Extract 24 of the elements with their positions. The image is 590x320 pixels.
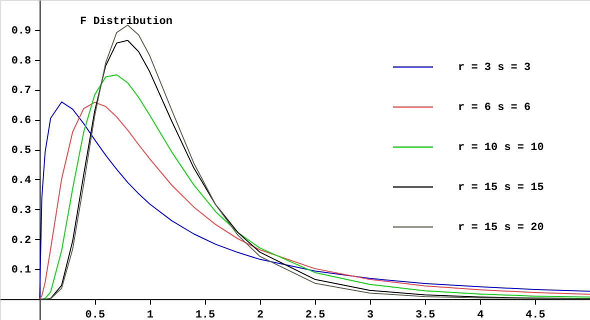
x-tick-label: 1 xyxy=(146,310,154,320)
x-tick-label: 0.5 xyxy=(85,310,106,320)
y-tick-label: 0.7 xyxy=(11,85,32,98)
legend-label: r = 10 s = 10 xyxy=(458,142,544,154)
x-tick-label: 2.5 xyxy=(305,310,326,320)
y-tick-label: 0.2 xyxy=(11,234,32,247)
y-tick-label: 0.6 xyxy=(11,115,32,128)
legend-label: r = 15 s = 15 xyxy=(458,182,544,194)
legend-label: r = 15 s = 20 xyxy=(458,222,544,234)
legend-label: r = 6 s = 6 xyxy=(458,102,531,114)
x-tick-label: 4.5 xyxy=(526,310,546,320)
legend-label: r = 3 s = 3 xyxy=(458,62,532,74)
x-tick-label: 3 xyxy=(367,310,374,320)
y-tick-label: 0.4 xyxy=(11,174,32,187)
x-tick-label: 4 xyxy=(477,310,484,320)
y-tick-label: 0.9 xyxy=(11,25,32,38)
y-tick-label: 0.8 xyxy=(11,55,32,68)
x-tick-label: 3.5 xyxy=(415,310,436,320)
y-tick-label: 0.3 xyxy=(11,204,32,217)
y-tick-label: 0.5 xyxy=(11,145,32,158)
x-tick-label: 1.5 xyxy=(195,310,216,320)
x-tick-label: 2 xyxy=(256,310,264,320)
y-tick-label: 0.1 xyxy=(11,264,32,277)
text: F Distribution xyxy=(80,16,172,28)
